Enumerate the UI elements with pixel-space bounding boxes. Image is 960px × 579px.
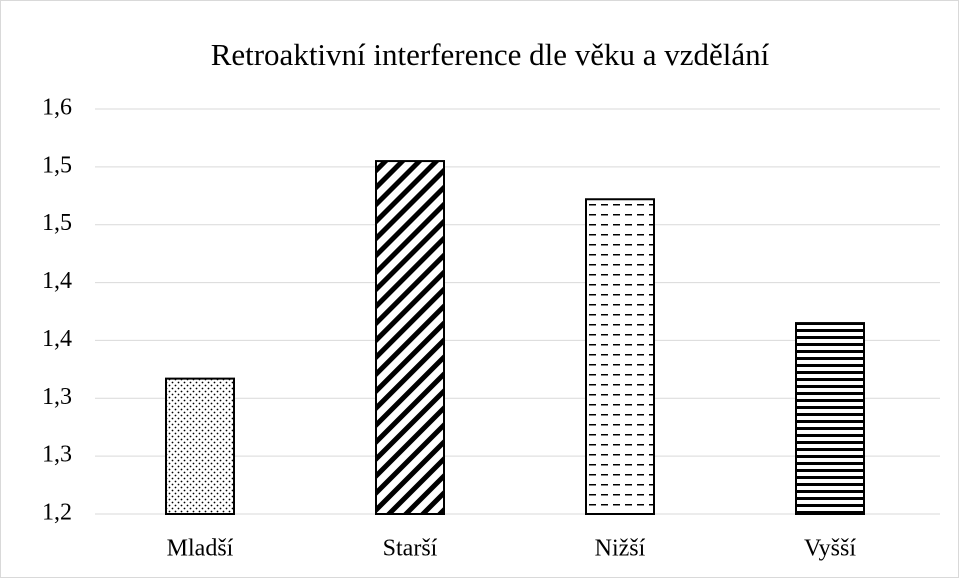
y-tick-label: 1,5: [42, 152, 72, 178]
bar: [585, 198, 655, 515]
bar: [375, 160, 445, 515]
y-tick-label: 1,2: [42, 500, 72, 526]
y-tick-label: 1,3: [42, 442, 72, 468]
chart-title: Retroaktivní interference dle věku a vzd…: [211, 37, 770, 72]
y-tick-label: 1,3: [42, 384, 72, 410]
y-tick-label: 1,6: [42, 95, 72, 121]
x-tick-label: Starší: [383, 536, 438, 562]
x-tick-label: Nižší: [595, 536, 646, 562]
x-tick-label: Vyšší: [804, 536, 856, 562]
y-tick-label: 1,5: [42, 210, 72, 236]
x-tick-label: Mladší: [167, 536, 234, 562]
y-tick-label: 1,4: [42, 326, 72, 352]
bar: [795, 322, 865, 516]
y-tick-label: 1,4: [42, 268, 72, 294]
bar: [165, 377, 235, 515]
